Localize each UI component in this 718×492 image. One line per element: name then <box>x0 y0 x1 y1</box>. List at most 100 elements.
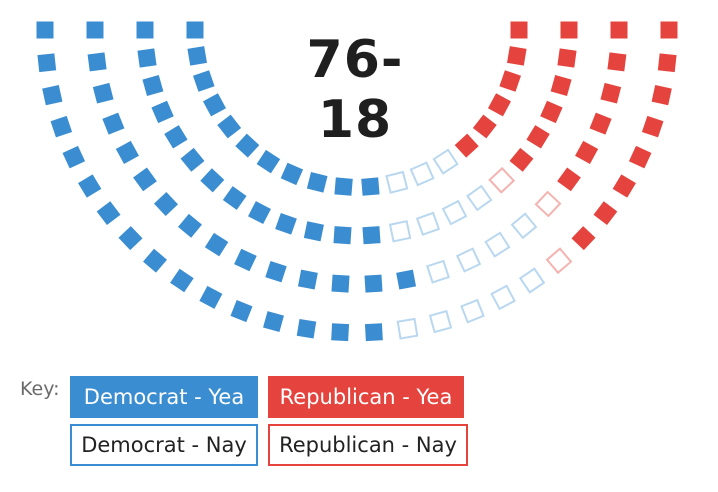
seat-democrat-yea <box>396 269 417 290</box>
seat-democrat-yea <box>217 114 242 139</box>
seat-democrat-nay <box>441 199 468 226</box>
seat-democrat-yea <box>96 201 121 226</box>
seat-democrat-nay <box>426 259 450 284</box>
seat-democrat-yea <box>263 311 284 333</box>
seat-republican-yea <box>540 100 563 124</box>
seat-democrat-yea <box>204 232 229 257</box>
seat-republican-yea <box>593 201 618 226</box>
seat-democrat-nay <box>415 211 441 236</box>
seat-democrat-nay <box>432 148 459 175</box>
seat-democrat-yea <box>86 21 104 39</box>
seat-democrat-yea <box>303 221 324 242</box>
seat-republican-yea <box>657 53 677 73</box>
legend-democrat-nay: Democrat - Nay <box>70 424 258 466</box>
seat-democrat-nay <box>484 231 511 258</box>
seat-democrat-yea <box>275 212 297 235</box>
seat-democrat-nay <box>518 267 546 294</box>
seat-republican-yea <box>526 125 550 149</box>
seat-democrat-yea <box>115 140 139 164</box>
seat-republican-yea <box>610 21 628 39</box>
seat-democrat-yea <box>102 112 125 135</box>
seat-democrat-yea <box>199 285 223 309</box>
seat-democrat-yea <box>42 84 63 106</box>
seat-republican-yea <box>571 226 596 251</box>
seat-democrat-yea <box>133 167 157 192</box>
seat-democrat-yea <box>170 268 194 293</box>
seat-democrat-yea <box>143 248 167 273</box>
seat-republican-yea <box>660 21 678 39</box>
seat-democrat-yea <box>37 53 57 73</box>
seat-republican-yea <box>507 46 527 66</box>
seat-democrat-nay <box>466 184 493 212</box>
legend-democrat-yea: Democrat - Yea <box>70 376 258 418</box>
seat-republican-yea <box>487 93 512 117</box>
seat-democrat-yea <box>193 70 215 92</box>
seat-republican-yea <box>509 147 534 172</box>
seat-democrat-yea <box>151 100 174 124</box>
seat-democrat-yea <box>200 168 225 193</box>
seat-democrat-nay <box>385 170 409 194</box>
seat-democrat-yea <box>296 318 317 339</box>
seat-democrat-yea <box>186 21 204 39</box>
legend-republican-nay: Republican - Nay <box>268 424 468 466</box>
seat-democrat-yea <box>142 75 164 96</box>
seat-republican-yea <box>499 70 521 92</box>
seat-republican-yea <box>600 82 622 104</box>
seat-democrat-yea <box>256 149 281 174</box>
seat-democrat-yea <box>136 21 154 39</box>
seat-democrat-yea <box>36 21 54 39</box>
seat-republican-yea <box>557 167 581 192</box>
seat-democrat-nay <box>510 212 538 240</box>
seat-democrat-yea <box>331 323 350 342</box>
seat-democrat-yea <box>187 46 207 66</box>
seat-democrat-yea <box>230 300 253 323</box>
seat-democrat-yea <box>364 323 383 342</box>
seat-republican-yea <box>550 75 572 96</box>
seat-democrat-yea <box>331 274 350 293</box>
seat-democrat-yea <box>202 93 227 117</box>
seat-democrat-yea <box>265 260 287 283</box>
seat-democrat-nay <box>409 161 435 187</box>
seat-republican-yea <box>628 145 652 169</box>
seat-democrat-yea <box>248 201 271 225</box>
seat-republican-yea <box>560 21 578 39</box>
seat-republican-yea <box>454 133 479 158</box>
seat-democrat-yea <box>78 174 102 198</box>
seat-democrat-nay <box>455 247 482 273</box>
seat-democrat-yea <box>362 226 381 245</box>
seat-republican-yea <box>510 21 528 39</box>
seat-democrat-yea <box>62 145 86 169</box>
seat-democrat-nay <box>428 309 453 334</box>
seat-democrat-nay <box>396 317 419 340</box>
seat-democrat-yea <box>118 226 143 251</box>
seat-democrat-yea <box>234 248 257 272</box>
seat-democrat-yea <box>364 274 383 293</box>
seat-democrat-yea <box>180 147 205 172</box>
legend-title: Key: <box>20 378 60 400</box>
seat-democrat-nay <box>490 284 516 311</box>
seat-democrat-yea <box>92 82 114 104</box>
seat-republican-nay <box>534 190 562 218</box>
seat-democrat-yea <box>280 162 304 186</box>
seat-republican-yea <box>557 48 577 68</box>
seat-democrat-yea <box>297 269 318 290</box>
seat-democrat-yea <box>164 125 188 149</box>
seat-republican-yea <box>589 112 612 135</box>
seat-democrat-yea <box>178 213 202 238</box>
seat-democrat-yea <box>87 52 107 72</box>
seat-democrat-nay <box>460 298 485 324</box>
seat-democrat-yea <box>235 133 260 158</box>
seat-democrat-yea <box>361 177 380 196</box>
seat-democrat-yea <box>222 186 247 210</box>
seat-republican-yea <box>472 114 497 139</box>
seat-democrat-yea <box>306 171 328 193</box>
seat-republican-nay <box>545 247 573 275</box>
vote-tally: 76-18 <box>306 30 404 150</box>
legend-republican-yea: Republican - Yea <box>268 376 464 418</box>
seat-democrat-yea <box>334 177 353 196</box>
seat-democrat-yea <box>153 191 179 217</box>
seat-democrat-yea <box>137 48 157 68</box>
seat-republican-yea <box>651 84 672 106</box>
senate-seat-chart <box>36 21 678 342</box>
seat-republican-yea <box>612 174 636 198</box>
